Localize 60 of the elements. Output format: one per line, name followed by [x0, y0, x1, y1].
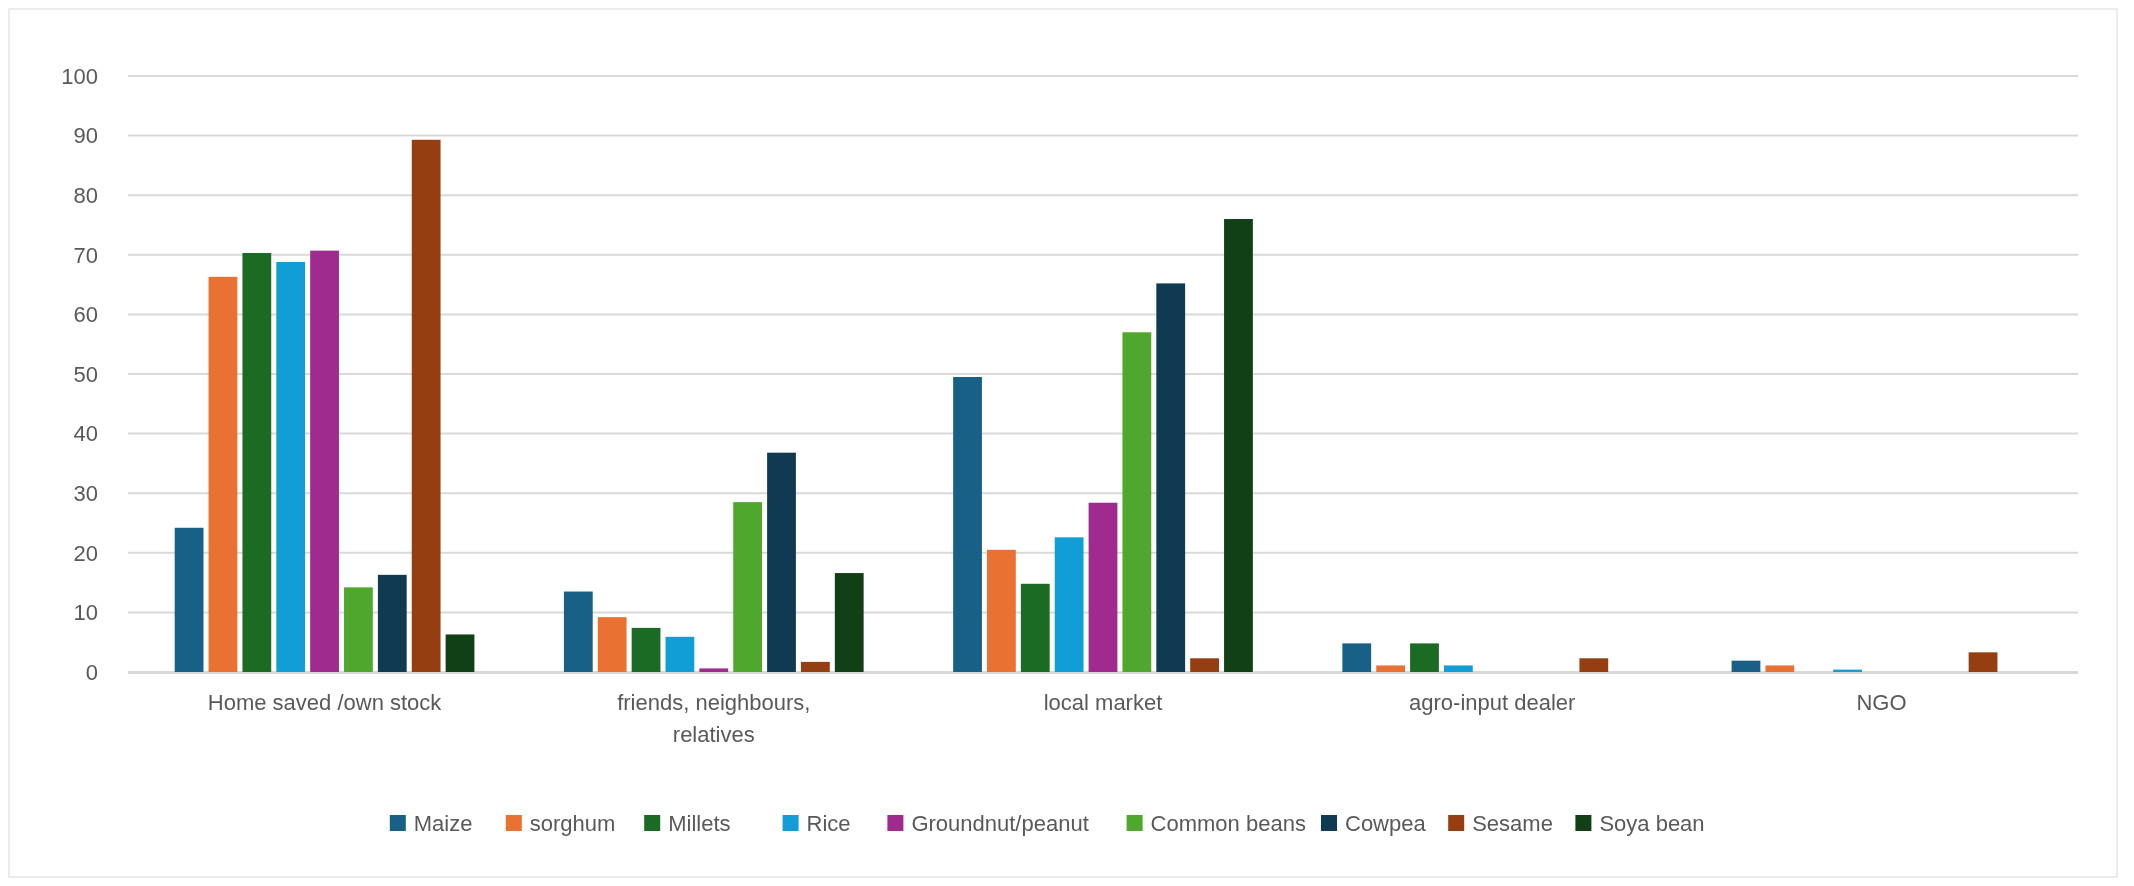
y-tick-label: 100 — [61, 63, 98, 89]
bar — [1968, 652, 1998, 672]
bar — [767, 452, 796, 672]
bar — [1342, 643, 1372, 672]
bar — [631, 627, 661, 672]
x-tick-label: NGO — [1856, 690, 1907, 715]
legend-label: Maize — [413, 810, 473, 836]
bar — [563, 591, 593, 672]
bar — [377, 574, 407, 672]
bar — [953, 376, 982, 672]
legend-label: Rice — [806, 810, 851, 836]
bar — [800, 661, 830, 672]
bar — [1410, 643, 1439, 672]
bar — [1579, 658, 1609, 672]
legend-label: Soya bean — [1599, 810, 1705, 836]
bar — [1376, 665, 1406, 672]
bar — [276, 261, 306, 672]
x-tick-label: friends, neighbours, relatives — [617, 690, 811, 747]
y-tick-label: 90 — [73, 123, 98, 149]
y-tick-label: 30 — [73, 480, 98, 506]
bar — [1190, 658, 1219, 672]
bar — [665, 636, 695, 672]
y-tick-label: 20 — [73, 540, 98, 566]
bar — [174, 527, 204, 672]
bar — [1156, 283, 1186, 672]
legend-label: Millets — [668, 810, 731, 836]
y-tick-label: 10 — [73, 600, 98, 626]
y-tick-label: 70 — [73, 242, 98, 268]
y-tick-label: 50 — [73, 361, 98, 387]
bar — [699, 668, 729, 672]
bar — [344, 587, 373, 672]
bar — [1443, 665, 1473, 672]
legend-label: Sesame — [1472, 810, 1553, 836]
x-tick-label: local market — [1043, 690, 1163, 715]
bar — [1731, 660, 1761, 672]
y-tick-label: 40 — [73, 421, 98, 447]
legend-label: Groundnut/peanut — [911, 810, 1089, 836]
bar — [242, 253, 272, 672]
legend-label: Common beans — [1150, 810, 1306, 836]
y-tick-label: 80 — [73, 182, 98, 208]
bar — [1088, 502, 1118, 672]
bar — [1054, 537, 1084, 672]
bar — [834, 573, 864, 672]
bar — [987, 549, 1016, 672]
bar — [1224, 219, 1253, 672]
bar — [1020, 583, 1050, 672]
bar — [1122, 332, 1152, 672]
bar — [1765, 665, 1795, 672]
bar — [445, 634, 475, 672]
bar — [411, 139, 441, 672]
bar — [310, 250, 339, 672]
bar — [208, 276, 238, 672]
x-tick-label: agro-input dealer — [1409, 690, 1576, 715]
bar — [733, 502, 763, 672]
bar — [597, 617, 627, 672]
legend-label: sorghum — [529, 810, 616, 836]
y-tick-label: 60 — [73, 302, 98, 328]
legend-label: Cowpea — [1345, 810, 1427, 836]
y-tick-label: 0 — [85, 659, 98, 685]
x-tick-label: Home saved /own stock — [207, 690, 443, 715]
